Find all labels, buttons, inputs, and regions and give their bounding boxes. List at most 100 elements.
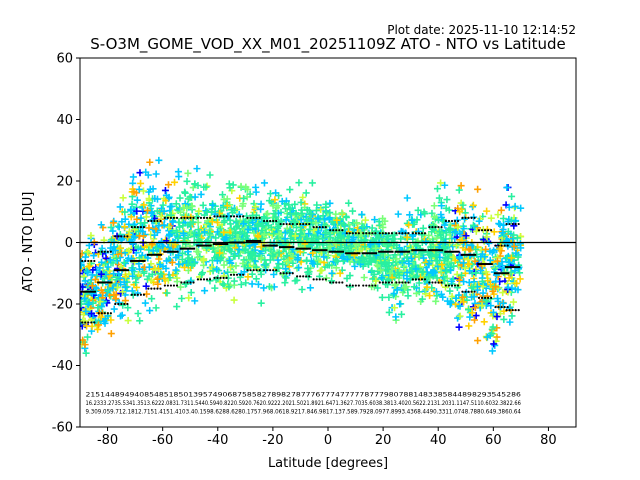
scatter-point — [252, 275, 260, 283]
std-dot — [447, 219, 451, 223]
std-dot — [205, 278, 209, 281]
scatter-point — [483, 233, 491, 241]
scatter-point — [188, 202, 196, 210]
scatter-point — [472, 269, 480, 277]
scatter-point — [137, 214, 145, 222]
scatter-point — [146, 307, 154, 315]
std-dot — [219, 276, 222, 279]
std-dot — [365, 232, 368, 235]
std-dot — [100, 312, 103, 315]
scatter-point — [472, 227, 480, 235]
scatter-point — [343, 255, 351, 263]
std-dot — [255, 269, 258, 272]
scatter-point — [386, 269, 394, 277]
std-dot — [437, 281, 440, 284]
std-dot — [183, 216, 186, 219]
std-dot — [324, 226, 327, 229]
std-dot — [312, 226, 315, 229]
std-dot — [420, 232, 424, 235]
std-dot — [291, 272, 294, 275]
scatter-point — [97, 270, 105, 278]
scatter-point — [516, 275, 524, 283]
std-dot — [308, 222, 311, 226]
scatter-point — [239, 202, 247, 210]
scatter-point — [219, 203, 227, 211]
scatter-point — [491, 341, 499, 349]
scatter-point — [365, 260, 373, 268]
scatter-point — [181, 189, 189, 197]
scatter-point — [272, 189, 280, 197]
std-dot — [414, 232, 418, 235]
std-dot — [506, 244, 509, 247]
std-dot — [117, 235, 120, 238]
scatter-point — [271, 196, 279, 204]
scatter-point — [461, 264, 469, 272]
scatter-point — [95, 321, 103, 329]
scatter-point — [372, 235, 380, 243]
scatter-point — [297, 198, 305, 206]
scatter-point — [513, 234, 521, 242]
scatter-point — [184, 260, 192, 268]
scatter-point — [359, 223, 367, 231]
scatter-point — [128, 287, 136, 295]
y-axis: -60 -40 -20 0 20 40 60 — [52, 52, 80, 436]
scatter-point — [158, 204, 166, 212]
scatter-point — [328, 277, 336, 285]
scatter-point — [223, 202, 231, 210]
scatter-point — [194, 181, 202, 189]
scatter-point — [179, 229, 187, 237]
std-dot — [447, 284, 451, 287]
std-dot — [269, 219, 272, 223]
scatter-point — [148, 295, 156, 303]
scatter-point — [148, 270, 156, 278]
scatter-point — [297, 230, 305, 238]
scatter-point — [173, 278, 181, 286]
std-dot — [180, 216, 183, 219]
scatter-point — [506, 318, 514, 326]
scatter-point — [469, 221, 477, 229]
std-dot — [186, 216, 189, 219]
scatter-point — [430, 213, 438, 221]
scatter-point — [415, 279, 423, 287]
scatter-point — [508, 192, 516, 200]
scatter-point — [513, 279, 521, 287]
scatter-point — [178, 295, 186, 303]
scatter-point — [97, 313, 105, 321]
scatter-point — [177, 283, 185, 291]
scatter-point — [184, 169, 192, 177]
scatter-point — [94, 325, 102, 333]
std-dot — [345, 284, 348, 287]
scatter-point — [154, 280, 162, 288]
scatter-point — [155, 156, 163, 164]
std-dot — [142, 226, 146, 229]
std-dot — [431, 226, 434, 229]
scatter-point — [157, 270, 165, 278]
scatter-point — [284, 258, 292, 266]
scatter-point — [175, 218, 183, 226]
scatter-point — [455, 186, 463, 194]
scatter-point — [442, 229, 450, 237]
x-axis: -80 -60 -40 -20 0 20 40 60 80 — [97, 427, 557, 448]
y-tick-label: 40 — [56, 113, 73, 128]
scatter-point — [80, 262, 85, 270]
scatter-point — [298, 285, 306, 293]
scatter-point — [114, 222, 122, 230]
std-dot — [235, 215, 239, 218]
scatter-point — [383, 240, 391, 248]
std-dot — [420, 278, 424, 281]
std-dot — [480, 296, 484, 299]
scatter-point — [149, 185, 157, 193]
scatter-point — [183, 177, 191, 185]
scatter-point — [307, 210, 315, 218]
std-dot — [130, 226, 133, 229]
std-dot — [324, 278, 327, 281]
scatter-point — [374, 284, 382, 292]
scatter-point — [142, 213, 150, 221]
scatter-point — [282, 205, 290, 213]
scatter-point — [270, 210, 278, 218]
scatter-point — [107, 223, 115, 231]
scatter-point — [124, 317, 132, 325]
scatter-point — [226, 257, 234, 265]
scatter-point — [333, 216, 341, 224]
scatter-point — [443, 196, 451, 204]
